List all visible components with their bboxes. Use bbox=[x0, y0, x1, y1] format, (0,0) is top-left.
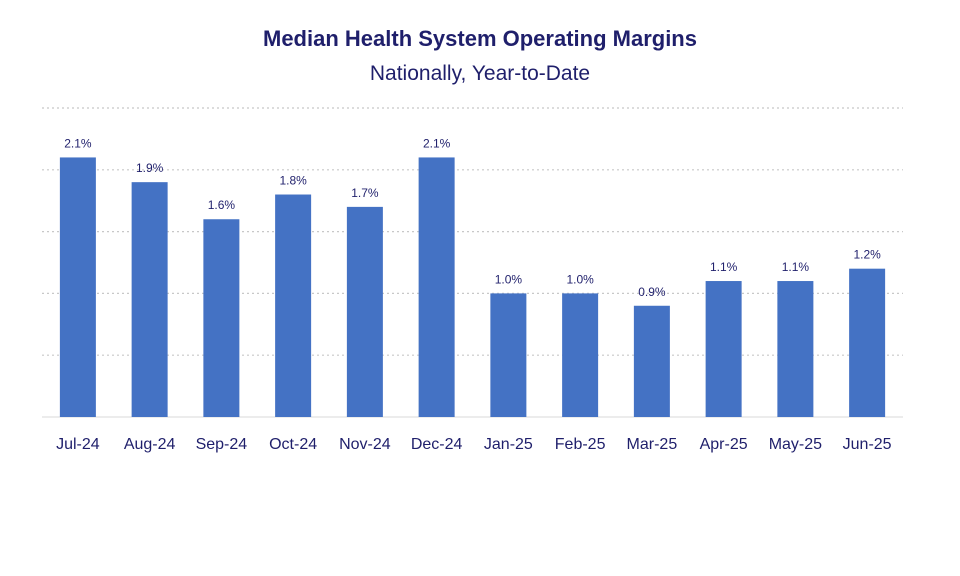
data-label: 1.9% bbox=[136, 161, 164, 175]
data-label: 1.8% bbox=[279, 174, 307, 188]
x-tick-label: Dec-24 bbox=[411, 436, 463, 453]
bar bbox=[633, 305, 670, 417]
data-label: 0.9% bbox=[638, 285, 666, 299]
x-tick-label: Apr-25 bbox=[700, 436, 748, 453]
bar bbox=[777, 281, 814, 417]
bar bbox=[203, 219, 240, 417]
data-label: 2.1% bbox=[64, 136, 92, 150]
x-tick-label: Oct-24 bbox=[269, 436, 317, 453]
x-tick-label: Jul-24 bbox=[56, 436, 100, 453]
x-tick-label: Sep-24 bbox=[196, 436, 248, 453]
chart-subtitle: Nationally, Year-to-Date bbox=[369, 62, 591, 85]
chart-title: Median Health System Operating Margins bbox=[263, 26, 697, 51]
data-label: 1.2% bbox=[853, 248, 881, 262]
bar bbox=[490, 293, 527, 417]
x-tick-label: Nov-24 bbox=[339, 436, 391, 453]
x-tick-label: Aug-24 bbox=[124, 436, 176, 453]
x-tick-label: Feb-25 bbox=[555, 436, 606, 453]
data-label: 1.1% bbox=[782, 260, 810, 274]
bar bbox=[346, 206, 383, 417]
bar bbox=[705, 281, 742, 417]
x-tick-label: Mar-25 bbox=[627, 436, 678, 453]
data-label: 1.7% bbox=[351, 186, 379, 200]
bar bbox=[275, 194, 312, 417]
bar bbox=[418, 157, 455, 417]
data-label: 1.0% bbox=[495, 272, 523, 286]
bar bbox=[131, 182, 168, 417]
data-label: 1.6% bbox=[208, 198, 236, 212]
x-tick-label: Jun-25 bbox=[843, 436, 892, 453]
data-label: 1.1% bbox=[710, 260, 738, 274]
x-tick-label: May-25 bbox=[769, 436, 822, 453]
data-label: 2.1% bbox=[423, 136, 451, 150]
bar bbox=[562, 293, 599, 417]
x-tick-label: Jan-25 bbox=[484, 436, 533, 453]
data-label: 1.0% bbox=[566, 272, 594, 286]
bar bbox=[59, 157, 96, 417]
bar bbox=[849, 268, 886, 417]
